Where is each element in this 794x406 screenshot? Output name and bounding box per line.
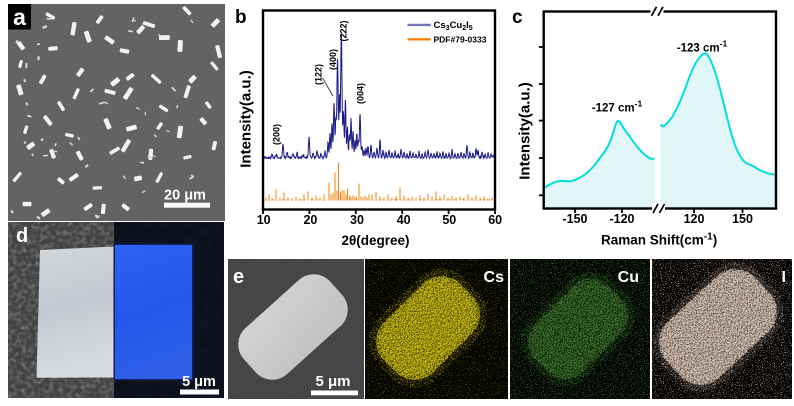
svg-text:-120: -120	[609, 212, 634, 226]
svg-text:5 μm: 5 μm	[182, 374, 216, 390]
svg-text:d: d	[16, 225, 28, 247]
svg-text:20: 20	[303, 213, 317, 227]
svg-text:30: 30	[350, 213, 364, 227]
svg-text:I: I	[782, 269, 786, 286]
svg-text:5 μm: 5 μm	[315, 373, 350, 390]
svg-text:PDF#79-0333: PDF#79-0333	[434, 35, 487, 45]
svg-text:-150: -150	[562, 212, 587, 226]
svg-text:10: 10	[257, 213, 271, 227]
svg-text:50: 50	[442, 213, 456, 227]
svg-text:(222): (222)	[339, 20, 349, 41]
svg-text:a: a	[13, 4, 26, 30]
svg-text:Intensity(a.u.): Intensity(a.u.)	[517, 82, 534, 180]
svg-text:20 μm: 20 μm	[164, 188, 206, 204]
svg-text:e: e	[233, 266, 244, 288]
svg-text:Intensity(a.u.): Intensity(a.u.)	[238, 70, 255, 168]
svg-text:150: 150	[732, 212, 753, 226]
svg-text:-123 cm-1: -123 cm-1	[677, 39, 728, 55]
svg-text:Cs3Cu2I5: Cs3Cu2I5	[434, 20, 473, 32]
svg-text:2θ(degree): 2θ(degree)	[341, 233, 409, 248]
svg-text:c: c	[512, 7, 523, 28]
svg-text:(122): (122)	[314, 64, 324, 85]
svg-text:Cs: Cs	[484, 269, 505, 286]
svg-text:(200): (200)	[272, 124, 282, 145]
svg-text:Raman Shift(cm-1): Raman Shift(cm-1)	[601, 232, 717, 248]
svg-text:60: 60	[488, 213, 502, 227]
svg-text:(004): (004)	[356, 83, 366, 104]
svg-text:(400): (400)	[328, 49, 338, 70]
svg-text:Cu: Cu	[618, 269, 639, 286]
svg-text:120: 120	[684, 212, 705, 226]
svg-text:b: b	[235, 7, 247, 28]
svg-text:40: 40	[397, 213, 411, 227]
svg-text:-127 cm-1: -127 cm-1	[592, 99, 643, 115]
